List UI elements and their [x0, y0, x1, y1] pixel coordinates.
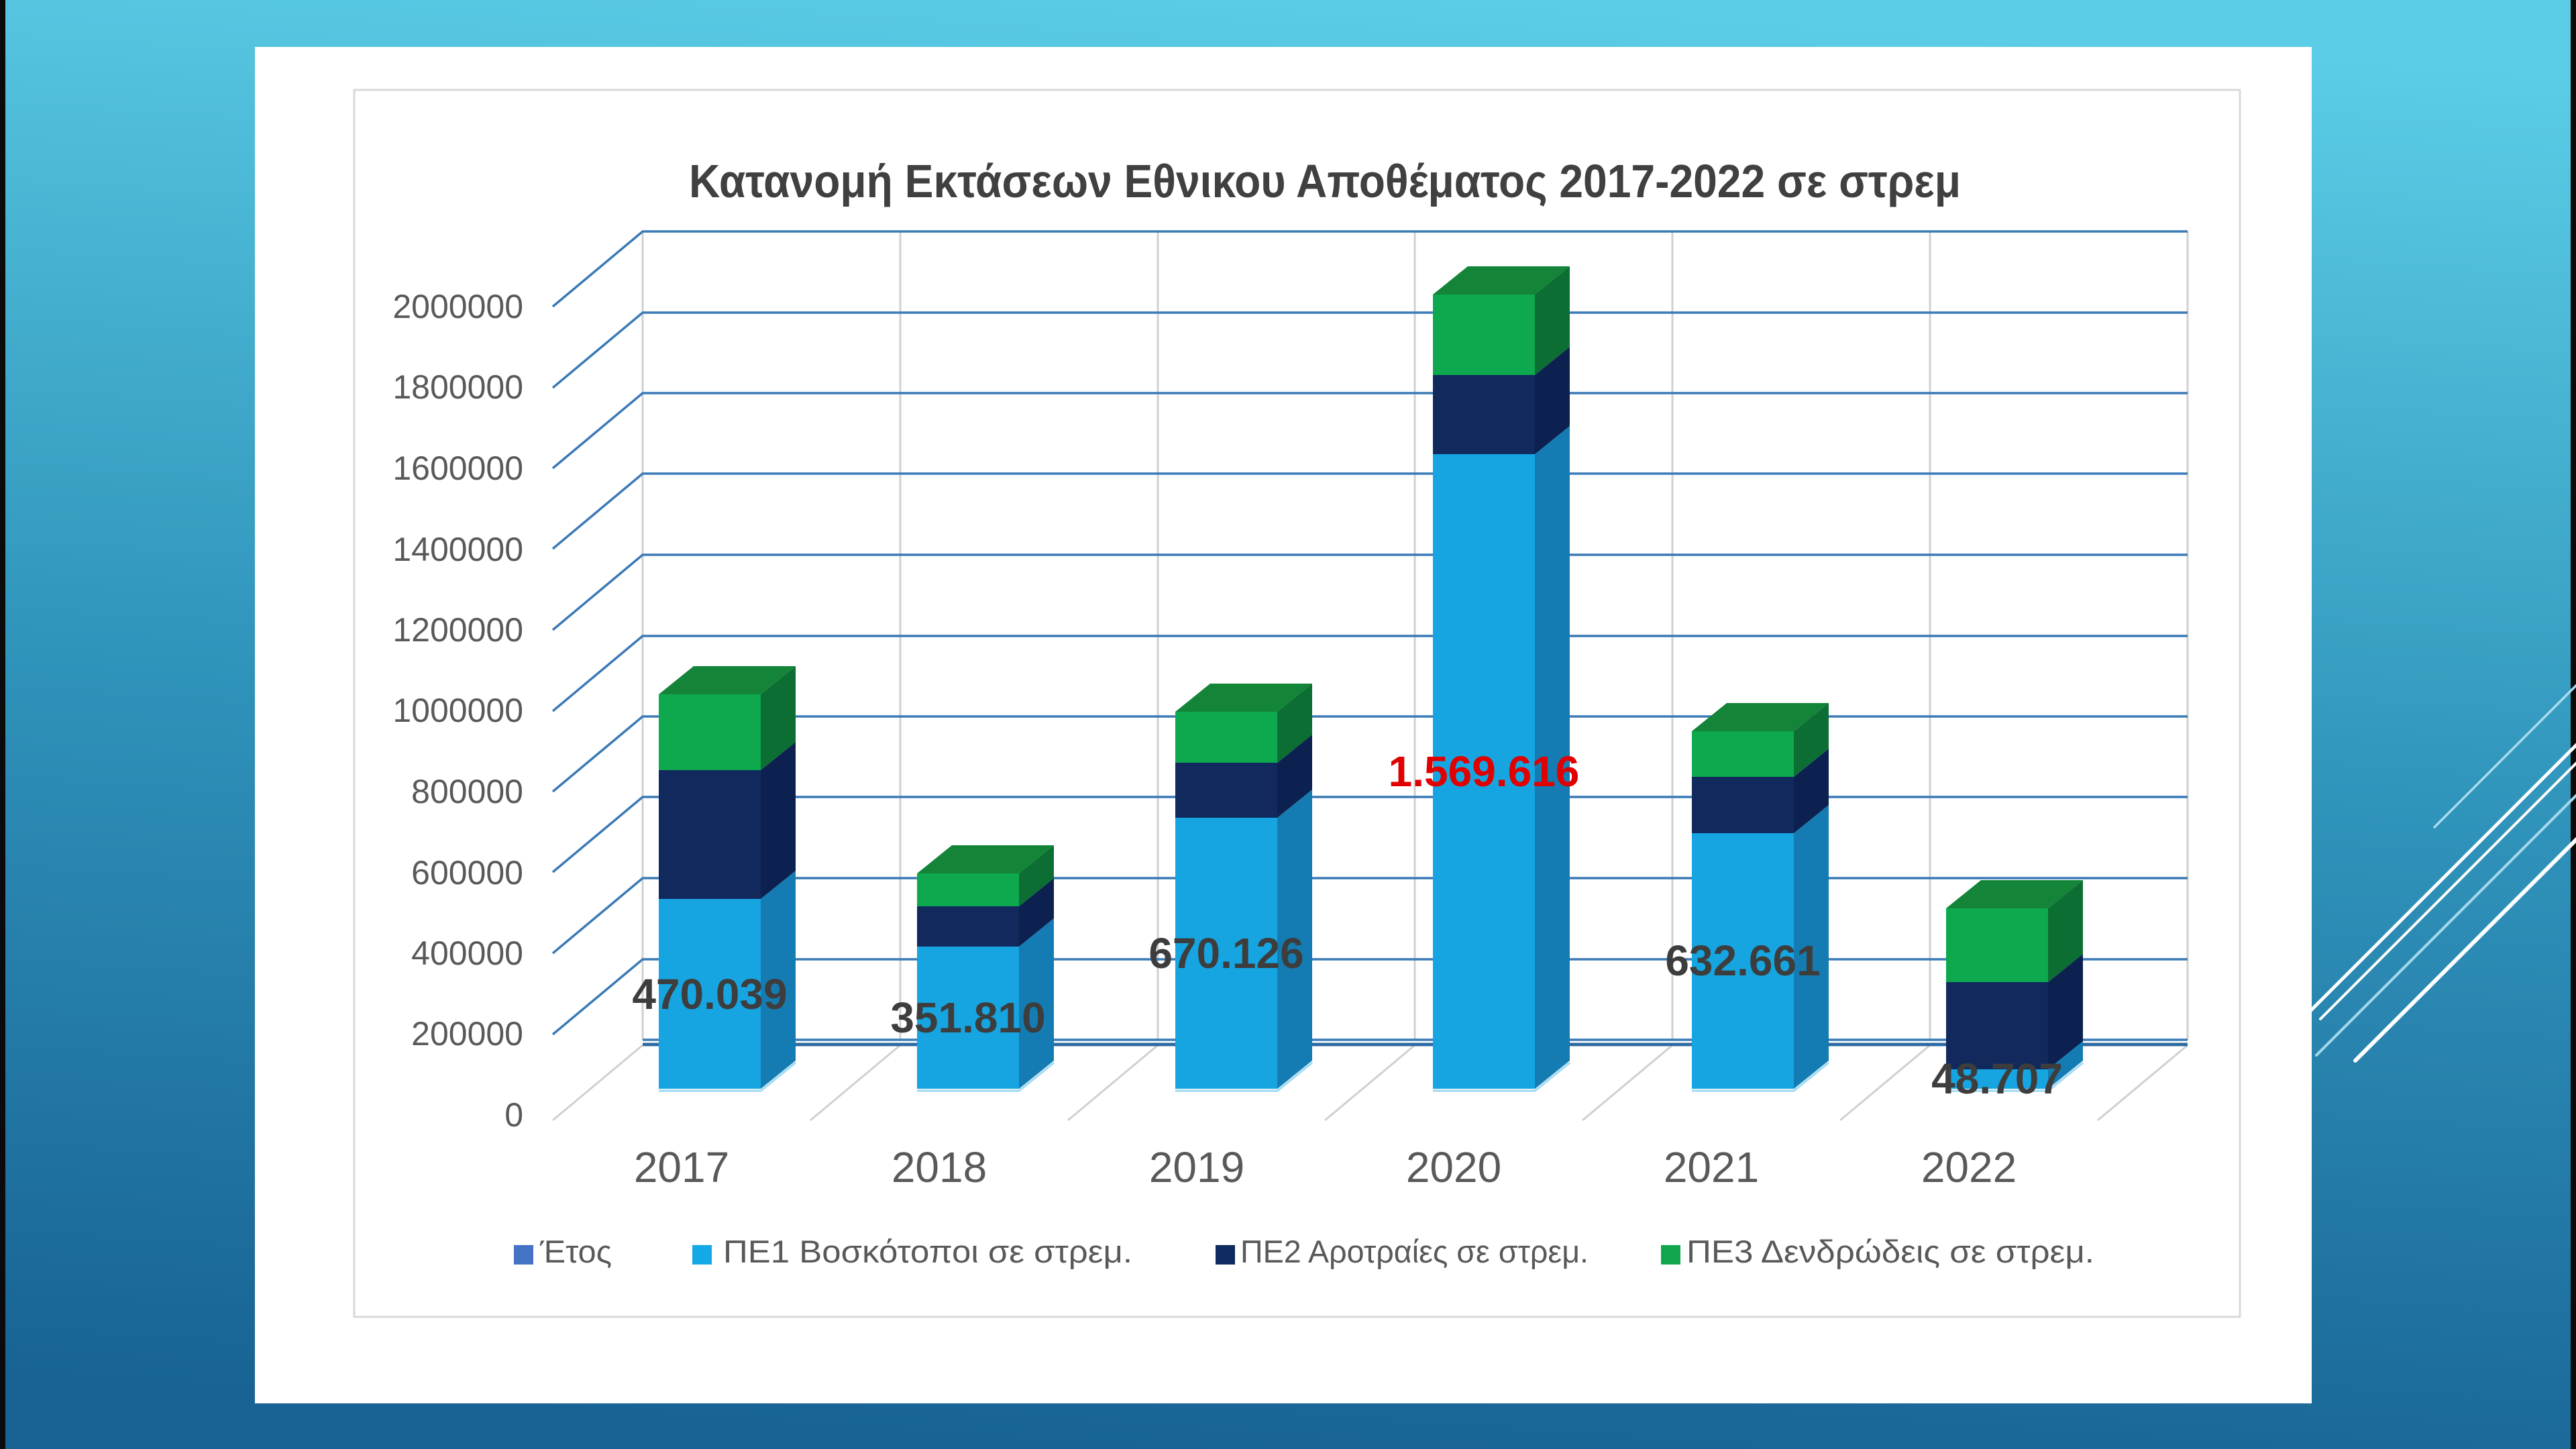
svg-text:800000: 800000: [411, 773, 523, 810]
svg-text:ΠΕ1 Βοσκότοποι σε στρεμ.: ΠΕ1 Βοσκότοποι σε στρεμ.: [723, 1234, 1132, 1269]
svg-text:2020: 2020: [1406, 1143, 1501, 1191]
svg-text:ΠΕ3 Δενδρώδεις σε στρεμ.: ΠΕ3 Δενδρώδεις σε στρεμ.: [1686, 1234, 2094, 1269]
svg-text:200000: 200000: [411, 1015, 523, 1053]
svg-text:632.661: 632.661: [1665, 936, 1820, 985]
svg-text:2018: 2018: [892, 1143, 987, 1191]
svg-text:0: 0: [504, 1096, 523, 1134]
svg-text:2021: 2021: [1664, 1143, 1759, 1191]
svg-text:670.126: 670.126: [1148, 929, 1303, 977]
svg-text:1600000: 1600000: [392, 449, 523, 487]
svg-text:1400000: 1400000: [392, 531, 523, 568]
svg-text:1200000: 1200000: [392, 611, 523, 649]
svg-text:600000: 600000: [411, 854, 523, 892]
svg-text:48.707: 48.707: [1931, 1055, 2063, 1103]
svg-text:1800000: 1800000: [392, 368, 523, 406]
svg-text:470.039: 470.039: [632, 970, 787, 1018]
svg-text:2000000: 2000000: [392, 288, 523, 325]
svg-text:1.569.616: 1.569.616: [1389, 747, 1580, 796]
svg-text:2022: 2022: [1921, 1143, 2017, 1191]
svg-text:2017: 2017: [634, 1143, 729, 1191]
svg-text:400000: 400000: [411, 934, 523, 972]
svg-text:2019: 2019: [1149, 1143, 1244, 1191]
svg-text:351.810: 351.810: [890, 994, 1045, 1042]
svg-text:Έτος: Έτος: [539, 1234, 612, 1269]
svg-text:1000000: 1000000: [392, 692, 523, 729]
svg-text:ΠΕ2 Αροτραίες σε στρεμ.: ΠΕ2 Αροτραίες σε στρεμ.: [1240, 1234, 1589, 1269]
svg-text:Κατανομή Εκτάσεων Εθνικου Αποθ: Κατανομή Εκτάσεων Εθνικου Αποθέματος 201…: [689, 155, 1961, 207]
